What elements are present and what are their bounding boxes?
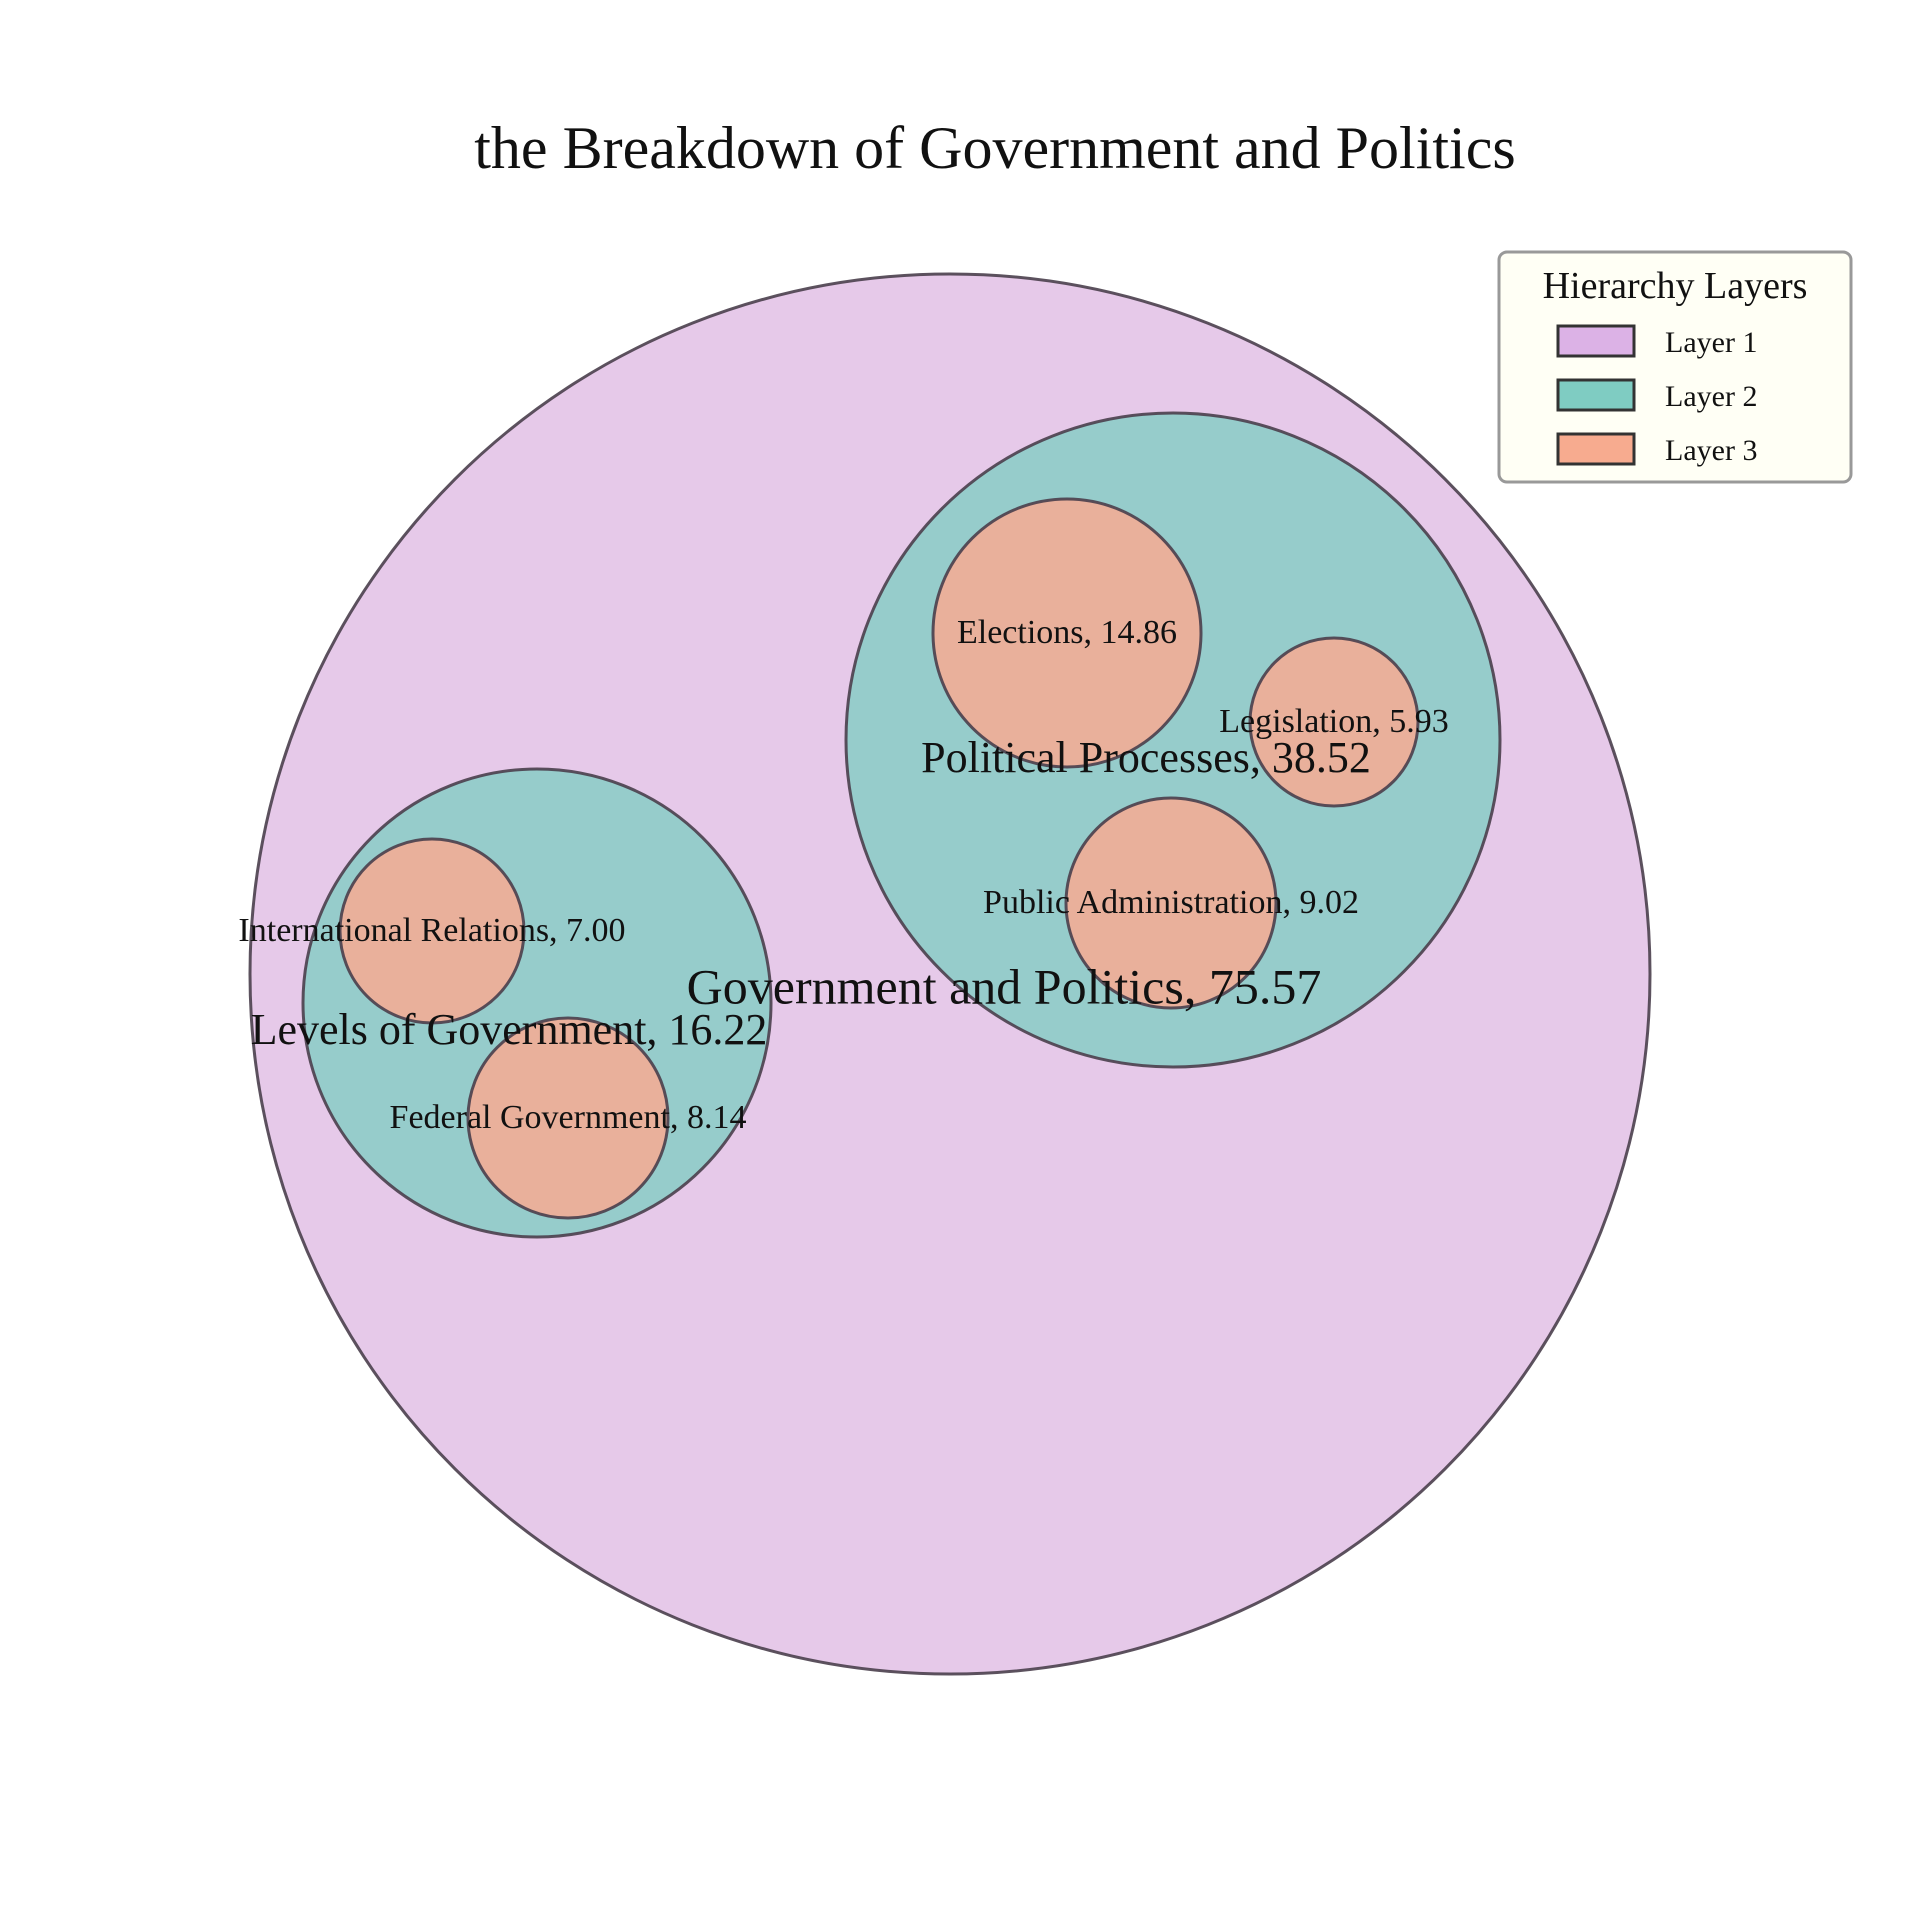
label-levels-of-government: Levels of Government, 16.22 — [251, 1005, 768, 1054]
circle-elections — [931, 497, 1203, 769]
circle-federal-government — [466, 1016, 670, 1220]
circle-international-relations — [338, 837, 526, 1025]
legend-label-layer-1: Layer 1 — [1665, 326, 1757, 359]
label-international-relations: International Relations, 7.00 — [238, 912, 625, 949]
legend-frame — [1497, 250, 1853, 484]
legend-label-layer-3: Layer 3 — [1665, 434, 1757, 467]
legend-swatch-layer-2 — [1556, 378, 1636, 412]
legend-swatch-layer-1 — [1556, 324, 1636, 358]
chart-title: the Breakdown of Government and Politics — [474, 115, 1515, 181]
label-public-administration: Public Administration, 9.02 — [983, 884, 1359, 921]
legend-title: Hierarchy Layers — [1543, 265, 1808, 307]
circle-public-administration — [1064, 796, 1278, 1010]
legend-entries: Layer 1 Layer 2 Layer 3 — [1556, 324, 1757, 467]
label-federal-government: Federal Government, 8.14 — [390, 1099, 747, 1136]
circles-group — [248, 272, 1652, 1676]
legend-label-layer-2: Layer 2 — [1665, 380, 1757, 413]
circle-legislation — [1248, 636, 1420, 808]
label-government-and-politics: Government and Politics, 75.57 — [687, 958, 1322, 1014]
legend-swatch-layer-3 — [1556, 432, 1636, 466]
label-elections: Elections, 14.86 — [957, 614, 1177, 651]
label-legislation: Legislation, 5.93 — [1219, 703, 1448, 740]
legend: Hierarchy Layers Layer 1 Layer 2 Layer 3 — [1497, 250, 1853, 484]
label-political-processes: Political Processes, 38.52 — [921, 733, 1371, 782]
